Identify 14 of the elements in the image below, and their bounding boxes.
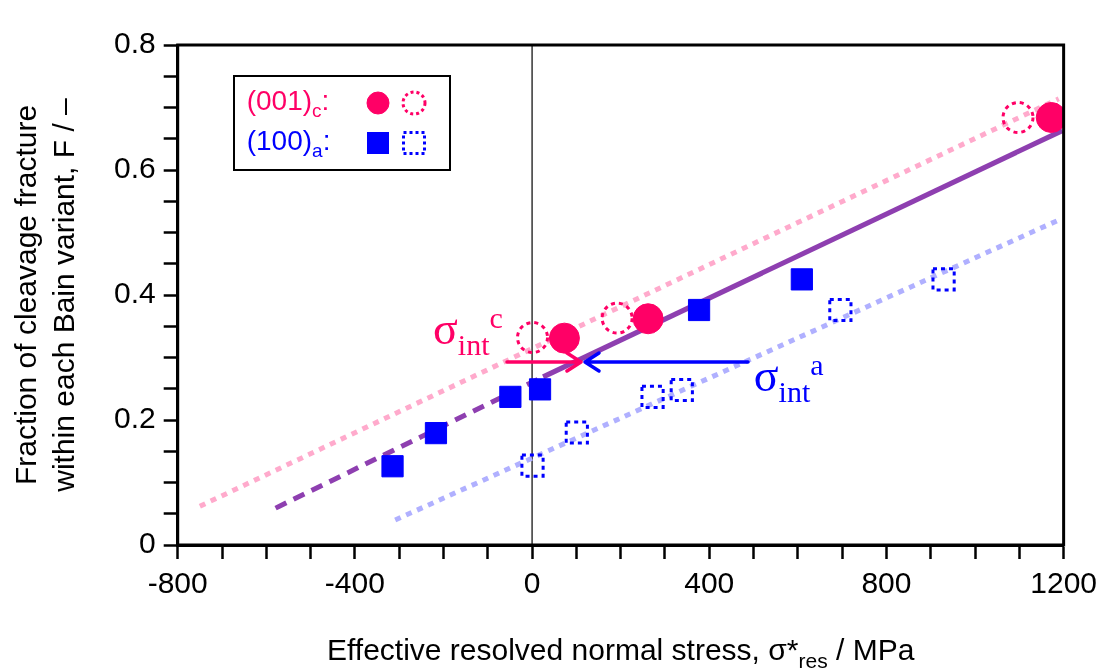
y-tick-label: 0.8 <box>113 26 156 60</box>
y-tick-label: 0 <box>139 526 156 560</box>
x-tick-label: 0 <box>523 566 541 600</box>
y-tick-label: 0.2 <box>113 401 156 435</box>
legend-label: (100)$_{a}$: <box>246 124 332 162</box>
x-tick-label: 1200 <box>1030 566 1098 600</box>
x-tick-label: -400 <box>324 566 385 600</box>
y-tick-label: 0.4 <box>113 276 156 310</box>
legend-label: (001)$_{c}$: <box>246 84 331 122</box>
y-tick-label: 0.6 <box>113 151 156 185</box>
y-axis-title: Fraction of cleavage fracture within each Bain variant, F / – <box>9 97 80 493</box>
x-tick-label: 400 <box>684 566 735 600</box>
x-tick-label: -800 <box>147 566 208 600</box>
x-tick-label: 800 <box>861 566 912 600</box>
